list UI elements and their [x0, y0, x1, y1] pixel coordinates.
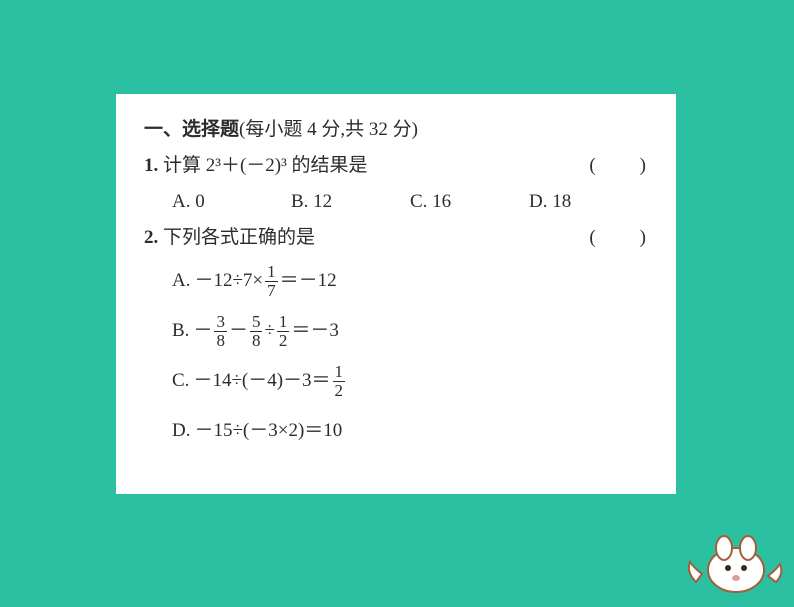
q2d-formula: D. －15÷(－3×2)＝10 [172, 413, 342, 449]
q1-options: A. 0 B. 12 C. 16 D. 18 [144, 184, 648, 220]
q1-text: 计算 2³＋(－2)³ 的结果是 [163, 155, 368, 176]
q2-stem: 2. 下列各式正确的是 [144, 220, 315, 256]
cartoon-decoration-icon [676, 532, 786, 602]
q2b-formula: B. － 3 8 － 5 8 ÷ 1 2 ＝－3 [172, 313, 339, 350]
q1-number: 1. [144, 155, 158, 176]
section-title: 一、选择题 [144, 119, 239, 140]
q1-option-c: C. 16 [410, 184, 529, 220]
q1-option-b: B. 12 [291, 184, 410, 220]
q2-text: 下列各式正确的是 [163, 227, 315, 248]
question-1: 1. 计算 2³＋(－2)³ 的结果是 ( ) [144, 148, 648, 184]
q1-stem: 1. 计算 2³＋(－2)³ 的结果是 [144, 148, 368, 184]
question-paper: 一、选择题(每小题 4 分,共 32 分) 1. 计算 2³＋(－2)³ 的结果… [116, 94, 676, 494]
fraction-icon: 3 8 [214, 313, 227, 350]
fraction-icon: 1 2 [277, 313, 290, 350]
fraction-icon: 1 2 [333, 363, 346, 400]
q2-option-b: B. － 3 8 － 5 8 ÷ 1 2 ＝－3 [144, 306, 648, 356]
section-header: 一、选择题(每小题 4 分,共 32 分) [144, 112, 648, 148]
fraction-icon: 1 7 [265, 263, 278, 300]
q2-option-c: C. －14÷(－4)－3＝ 1 2 [144, 356, 648, 406]
q1-option-a: A. 0 [172, 184, 291, 220]
answer-blank: ( ) [589, 220, 648, 256]
q2a-formula: A. －12÷7× 1 7 ＝－12 [172, 263, 337, 300]
q2c-formula: C. －14÷(－4)－3＝ 1 2 [172, 363, 347, 400]
fraction-icon: 5 8 [250, 313, 263, 350]
q1-option-d: D. 18 [529, 184, 648, 220]
q2-option-d: D. －15÷(－3×2)＝10 [144, 406, 648, 456]
answer-blank: ( ) [589, 148, 648, 184]
section-note: (每小题 4 分,共 32 分) [239, 119, 418, 140]
question-2: 2. 下列各式正确的是 ( ) [144, 220, 648, 256]
q2-number: 2. [144, 227, 158, 248]
q2-option-a: A. －12÷7× 1 7 ＝－12 [144, 256, 648, 306]
